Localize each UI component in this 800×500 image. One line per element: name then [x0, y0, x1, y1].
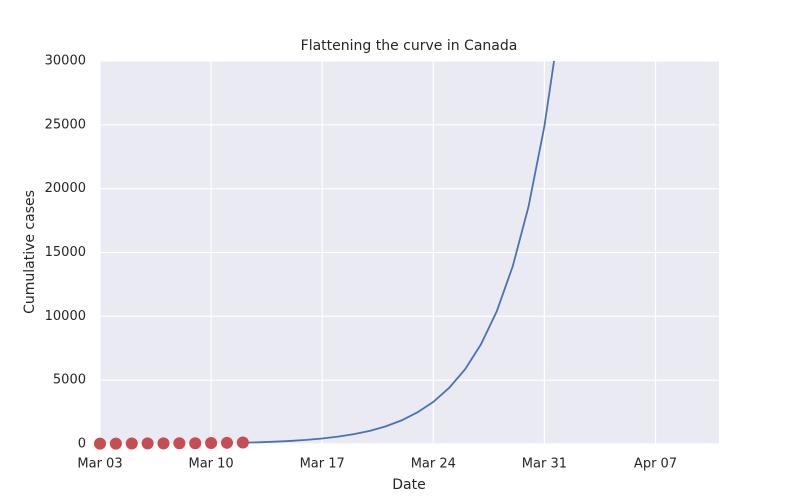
point [236, 436, 249, 449]
x-tick-label: Mar 03 [77, 457, 122, 472]
point [109, 437, 122, 450]
x-tick-label: Mar 31 [522, 457, 567, 472]
y-tick-label: 0 [78, 437, 86, 452]
x-tick-label: Mar 24 [411, 457, 456, 472]
y-tick-label: 5000 [53, 373, 86, 388]
y-tick-label: 10000 [45, 309, 86, 324]
chart-title: Flattening the curve in Canada [301, 38, 518, 54]
point [173, 437, 186, 450]
y-tick-label: 15000 [45, 245, 86, 260]
point [189, 437, 202, 450]
y-tick-label: 30000 [45, 54, 86, 69]
point [157, 437, 170, 450]
y-axis-label: Cumulative cases [22, 190, 38, 314]
x-tick-label: Mar 17 [300, 457, 345, 472]
x-axis-label: Date [392, 477, 425, 493]
line [242, 61, 555, 444]
point [94, 437, 106, 450]
y-tick-label: 25000 [45, 117, 86, 132]
point [141, 437, 154, 450]
y-tick-label: 20000 [45, 181, 86, 196]
point [205, 437, 218, 450]
point [220, 436, 233, 449]
x-tick-label: Apr 07 [634, 457, 677, 472]
grid [99, 60, 719, 445]
point [125, 437, 138, 450]
x-tick-label: Mar 10 [189, 457, 234, 472]
plot [242, 61, 555, 444]
